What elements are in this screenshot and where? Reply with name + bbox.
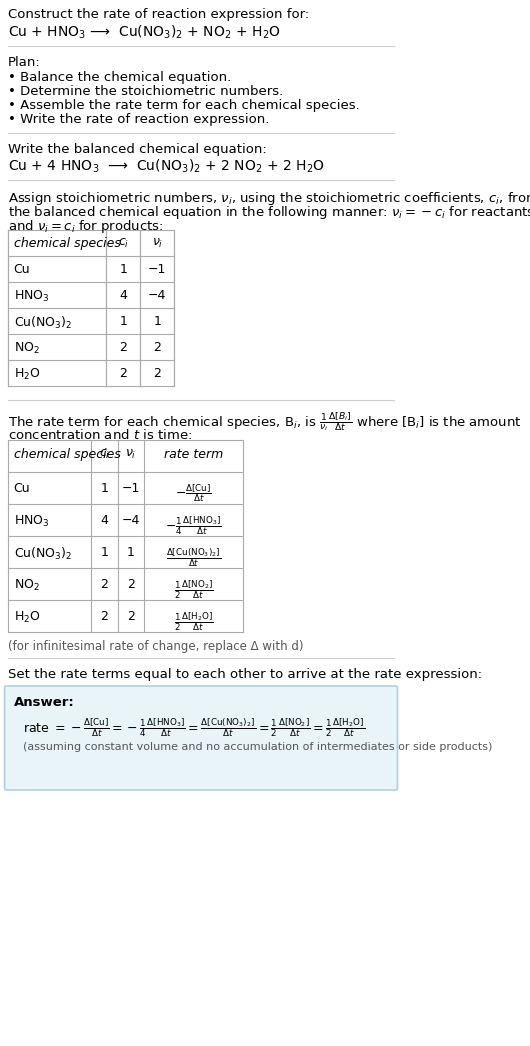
Text: −1: −1: [148, 263, 166, 276]
Text: 1: 1: [127, 546, 135, 559]
Text: the balanced chemical equation in the following manner: $\nu_i = -c_i$ for react: the balanced chemical equation in the fo…: [7, 204, 530, 221]
Text: (assuming constant volume and no accumulation of intermediates or side products): (assuming constant volume and no accumul…: [23, 742, 492, 752]
Text: 1: 1: [100, 546, 108, 559]
Text: and $\nu_i = c_i$ for products:: and $\nu_i = c_i$ for products:: [7, 218, 163, 235]
Text: 2: 2: [127, 610, 135, 623]
Text: Cu(NO$_3$)$_2$: Cu(NO$_3$)$_2$: [14, 315, 72, 332]
Text: 2: 2: [127, 578, 135, 591]
Text: −4: −4: [148, 289, 166, 302]
Text: HNO$_3$: HNO$_3$: [14, 289, 49, 304]
Text: concentration and $t$ is time:: concentration and $t$ is time:: [7, 428, 192, 442]
Text: 2: 2: [119, 367, 127, 380]
Text: 2: 2: [100, 610, 108, 623]
Text: 2: 2: [154, 341, 161, 354]
Text: $\nu_i$: $\nu_i$: [152, 237, 163, 250]
Text: −4: −4: [122, 514, 140, 527]
Text: 2: 2: [119, 341, 127, 354]
Text: NO$_2$: NO$_2$: [14, 341, 40, 356]
Text: H$_2$O: H$_2$O: [14, 367, 40, 382]
Text: Write the balanced chemical equation:: Write the balanced chemical equation:: [7, 143, 267, 156]
Text: $\nu_i$: $\nu_i$: [125, 448, 137, 461]
Text: Cu + HNO$_3$ ⟶  Cu(NO$_3$)$_2$ + NO$_2$ + H$_2$O: Cu + HNO$_3$ ⟶ Cu(NO$_3$)$_2$ + NO$_2$ +…: [7, 24, 280, 42]
Text: (for infinitesimal rate of change, replace Δ with d): (for infinitesimal rate of change, repla…: [7, 640, 303, 653]
FancyBboxPatch shape: [5, 686, 398, 790]
Text: • Determine the stoichiometric numbers.: • Determine the stoichiometric numbers.: [7, 85, 283, 98]
Text: Set the rate terms equal to each other to arrive at the rate expression:: Set the rate terms equal to each other t…: [7, 668, 482, 681]
Text: $c_i$: $c_i$: [99, 448, 110, 461]
Text: $\frac{1}{2}\frac{\Delta[\mathrm{NO_2}]}{\Delta t}$: $\frac{1}{2}\frac{\Delta[\mathrm{NO_2}]}…: [174, 578, 213, 600]
Text: • Balance the chemical equation.: • Balance the chemical equation.: [7, 71, 231, 84]
Text: 4: 4: [119, 289, 127, 302]
Text: Answer:: Answer:: [14, 696, 74, 709]
Text: −1: −1: [122, 482, 140, 495]
Text: • Assemble the rate term for each chemical species.: • Assemble the rate term for each chemic…: [7, 99, 359, 112]
Text: 2: 2: [154, 367, 161, 380]
Text: Plan:: Plan:: [7, 56, 40, 69]
Text: Cu: Cu: [14, 263, 30, 276]
Text: $-\frac{\Delta[\mathrm{Cu}]}{\Delta t}$: $-\frac{\Delta[\mathrm{Cu}]}{\Delta t}$: [175, 482, 212, 504]
Text: $\frac{\Delta[\mathrm{Cu(NO_3)_2}]}{\Delta t}$: $\frac{\Delta[\mathrm{Cu(NO_3)_2}]}{\Del…: [166, 546, 221, 569]
Text: Cu: Cu: [14, 482, 30, 495]
Text: H$_2$O: H$_2$O: [14, 610, 40, 626]
Text: rate $= -\frac{\Delta[\mathrm{Cu}]}{\Delta t} = -\frac{1}{4}\frac{\Delta[\mathrm: rate $= -\frac{\Delta[\mathrm{Cu}]}{\Del…: [23, 717, 365, 738]
Text: HNO$_3$: HNO$_3$: [14, 514, 49, 529]
Text: The rate term for each chemical species, B$_i$, is $\frac{1}{\nu_i}\frac{\Delta[: The rate term for each chemical species,…: [7, 410, 522, 433]
Text: rate term: rate term: [164, 448, 223, 461]
Text: 1: 1: [100, 482, 108, 495]
Text: Cu(NO$_3$)$_2$: Cu(NO$_3$)$_2$: [14, 546, 72, 562]
Text: 2: 2: [100, 578, 108, 591]
Text: chemical species: chemical species: [14, 237, 120, 250]
Text: • Write the rate of reaction expression.: • Write the rate of reaction expression.: [7, 113, 269, 126]
Text: Assign stoichiometric numbers, $\nu_i$, using the stoichiometric coefficients, $: Assign stoichiometric numbers, $\nu_i$, …: [7, 190, 530, 207]
Text: 1: 1: [119, 315, 127, 328]
Text: 1: 1: [154, 315, 161, 328]
Text: 4: 4: [100, 514, 108, 527]
Text: chemical species: chemical species: [14, 448, 120, 461]
Text: Construct the rate of reaction expression for:: Construct the rate of reaction expressio…: [7, 8, 309, 21]
Text: NO$_2$: NO$_2$: [14, 578, 40, 593]
Text: $\frac{1}{2}\frac{\Delta[\mathrm{H_2O}]}{\Delta t}$: $\frac{1}{2}\frac{\Delta[\mathrm{H_2O}]}…: [174, 610, 213, 633]
Text: $-\frac{1}{4}\frac{\Delta[\mathrm{HNO_3}]}{\Delta t}$: $-\frac{1}{4}\frac{\Delta[\mathrm{HNO_3}…: [165, 514, 222, 537]
Text: 1: 1: [119, 263, 127, 276]
Text: Cu + 4 HNO$_3$  ⟶  Cu(NO$_3$)$_2$ + 2 NO$_2$ + 2 H$_2$O: Cu + 4 HNO$_3$ ⟶ Cu(NO$_3$)$_2$ + 2 NO$_…: [7, 158, 324, 176]
Text: $c_i$: $c_i$: [118, 237, 129, 250]
